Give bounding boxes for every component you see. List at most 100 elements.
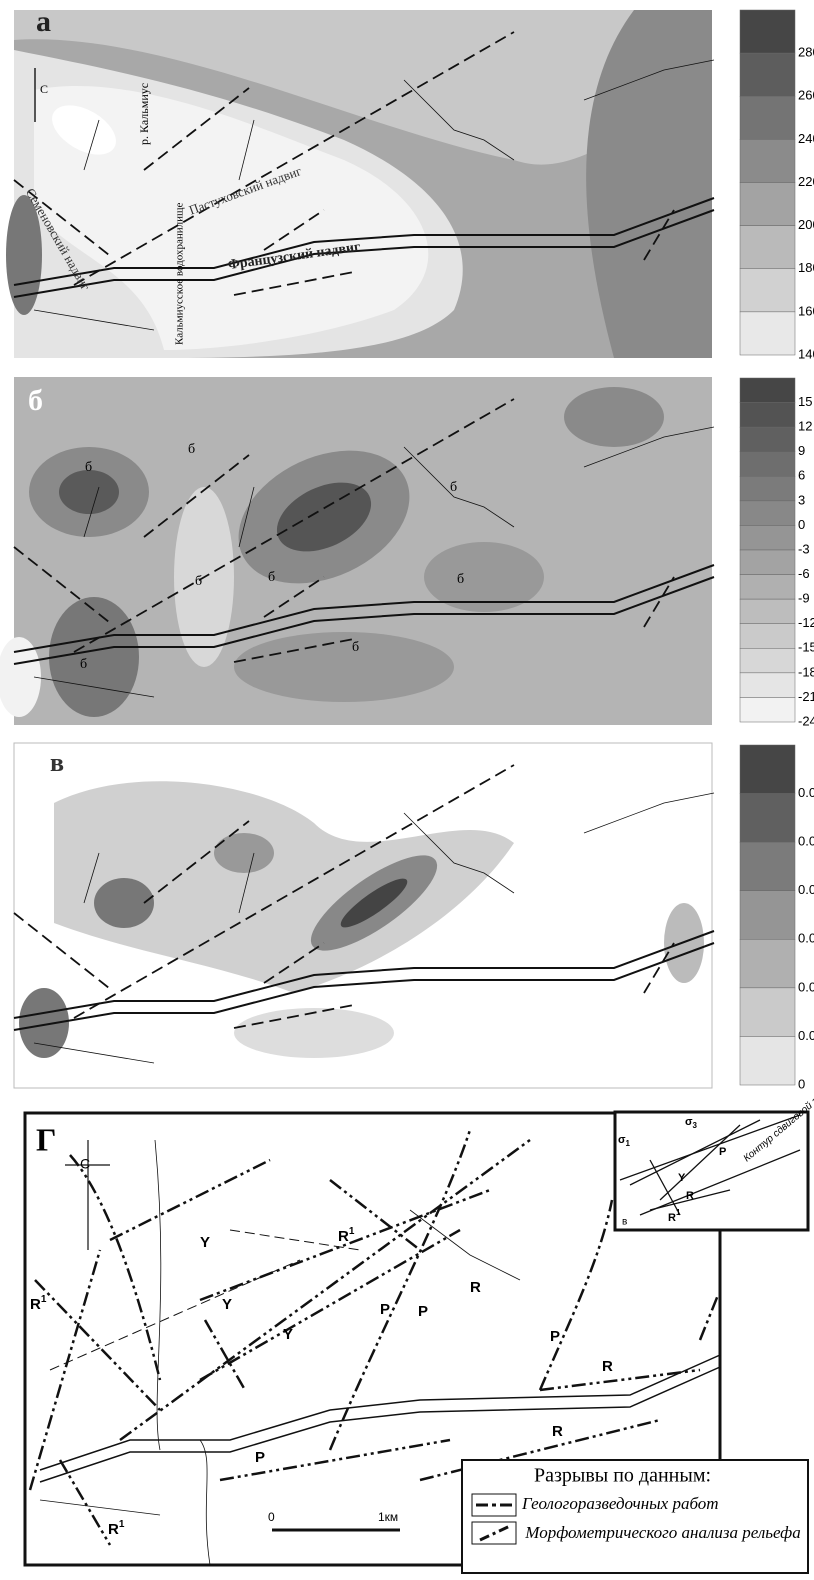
legend-band [740, 939, 795, 988]
legend-tick-label: 180 [798, 260, 814, 275]
legend-band [740, 10, 795, 53]
depression-marker: б [195, 574, 202, 589]
legend-tick-label: -15 [798, 640, 814, 655]
depression-marker: б [352, 640, 359, 655]
legend-tick-label: 280 [798, 45, 814, 60]
legend-tick-label: 160 [798, 303, 814, 318]
legend-tick-label: 200 [798, 217, 814, 232]
legend-tick-label: 0.045 [798, 931, 814, 946]
legend-tick-label: 220 [798, 174, 814, 189]
legend-band [740, 452, 795, 477]
legend-tick-label: 0.06 [798, 882, 814, 897]
contour [234, 632, 454, 702]
legend-band [740, 427, 795, 452]
north-label: С [40, 82, 48, 96]
legend-tick-label: -12 [798, 615, 814, 630]
panel-c [14, 743, 714, 1088]
legend-band [740, 673, 795, 698]
legend-tick-label: -9 [798, 591, 810, 606]
sigma-index: 1 [626, 1139, 631, 1148]
legend-tick-label: 6 [798, 468, 805, 483]
legend-tick-label: 12 [798, 419, 812, 434]
fault-label: Y [222, 1296, 232, 1313]
contour [564, 387, 664, 447]
legend-band [740, 624, 795, 649]
fault-label-letter: R [338, 1228, 349, 1245]
legend-band [740, 501, 795, 526]
fault-label: P [380, 1301, 390, 1318]
legend-band [740, 312, 795, 355]
fault-label: P [550, 1328, 560, 1345]
legend-tick-label: -24 [798, 713, 814, 728]
legend: 0.090.0750.060.0450.030.0150 [740, 745, 814, 1091]
legend-tick-label: 0.015 [798, 1028, 814, 1043]
legend-tick-label: -18 [798, 664, 814, 679]
legend-tick-label: 9 [798, 443, 805, 458]
inset-r: R [686, 1190, 694, 1202]
legend-tick-label: 0 [798, 517, 805, 532]
river-label: р. Кальмиус [137, 83, 151, 145]
legend-title: Разрывы по данным: [534, 1465, 711, 1487]
r1: R [668, 1212, 676, 1224]
legend-item-box: Морфометрического анализа рельефа [518, 1522, 808, 1572]
inset-label: в [622, 1217, 627, 1228]
depression-marker: б [188, 442, 195, 457]
legend-band [740, 794, 795, 843]
legend-band [740, 648, 795, 673]
fault-label: Y [200, 1234, 210, 1251]
north-label: С [80, 1156, 90, 1172]
legend-band [740, 525, 795, 550]
fault-label-index: 1 [349, 1226, 355, 1237]
legend-item: Геологоразведочных работ [521, 1494, 719, 1513]
depression-marker: б [450, 480, 457, 495]
legend-tick-label: 260 [798, 88, 814, 103]
legend-band [740, 269, 795, 312]
scale-label: 1км [378, 1510, 398, 1524]
depression-marker: б [268, 570, 275, 585]
legend-band [740, 53, 795, 96]
fault-label: R [602, 1358, 613, 1375]
depression-marker: б [457, 572, 464, 587]
panel-b [0, 377, 714, 725]
figure: а С р. Кальмиус Пастуховский надвиг Семе… [0, 0, 814, 1575]
legend-band [740, 226, 795, 269]
legend-tick-label: 240 [798, 131, 814, 146]
fault-label-index: 1 [119, 1519, 125, 1530]
contour [59, 470, 119, 514]
fault-label: P [255, 1449, 265, 1466]
legend-tick-label: 0.09 [798, 785, 814, 800]
contour [49, 597, 139, 717]
legend-band [740, 378, 795, 403]
legend-band [740, 1036, 795, 1085]
panel-label: а [36, 5, 51, 38]
legend-band [740, 842, 795, 891]
legend-band [740, 403, 795, 428]
legend-tick-label: 3 [798, 492, 805, 507]
legend-tick-label: 0 [798, 1076, 805, 1091]
fault-label-letter: R [30, 1296, 41, 1313]
depression-marker: б [80, 657, 87, 672]
legend-tick-label: -21 [798, 689, 814, 704]
legend-band [740, 183, 795, 226]
legend-band [740, 575, 795, 600]
panel-label: в [50, 748, 64, 777]
depression-marker: б [85, 460, 92, 475]
panel-label: Г [36, 1121, 56, 1157]
inset-p: P [719, 1146, 726, 1158]
panel-label: б [28, 384, 43, 417]
legend-band [740, 550, 795, 575]
legend-band [740, 745, 795, 794]
legend-band [740, 96, 795, 139]
legend-band [740, 599, 795, 624]
legend-band [740, 988, 795, 1037]
fault-label: R [470, 1279, 481, 1296]
fault-label: P [418, 1303, 428, 1320]
panel-a [6, 10, 714, 358]
legend-band [740, 476, 795, 501]
contour [214, 833, 274, 873]
fault-label: R [552, 1423, 563, 1440]
inset-y: Y [678, 1172, 686, 1184]
fault-label-index: 1 [41, 1294, 47, 1305]
reservoir-label: Кальмиусское водохранилище [174, 203, 186, 345]
